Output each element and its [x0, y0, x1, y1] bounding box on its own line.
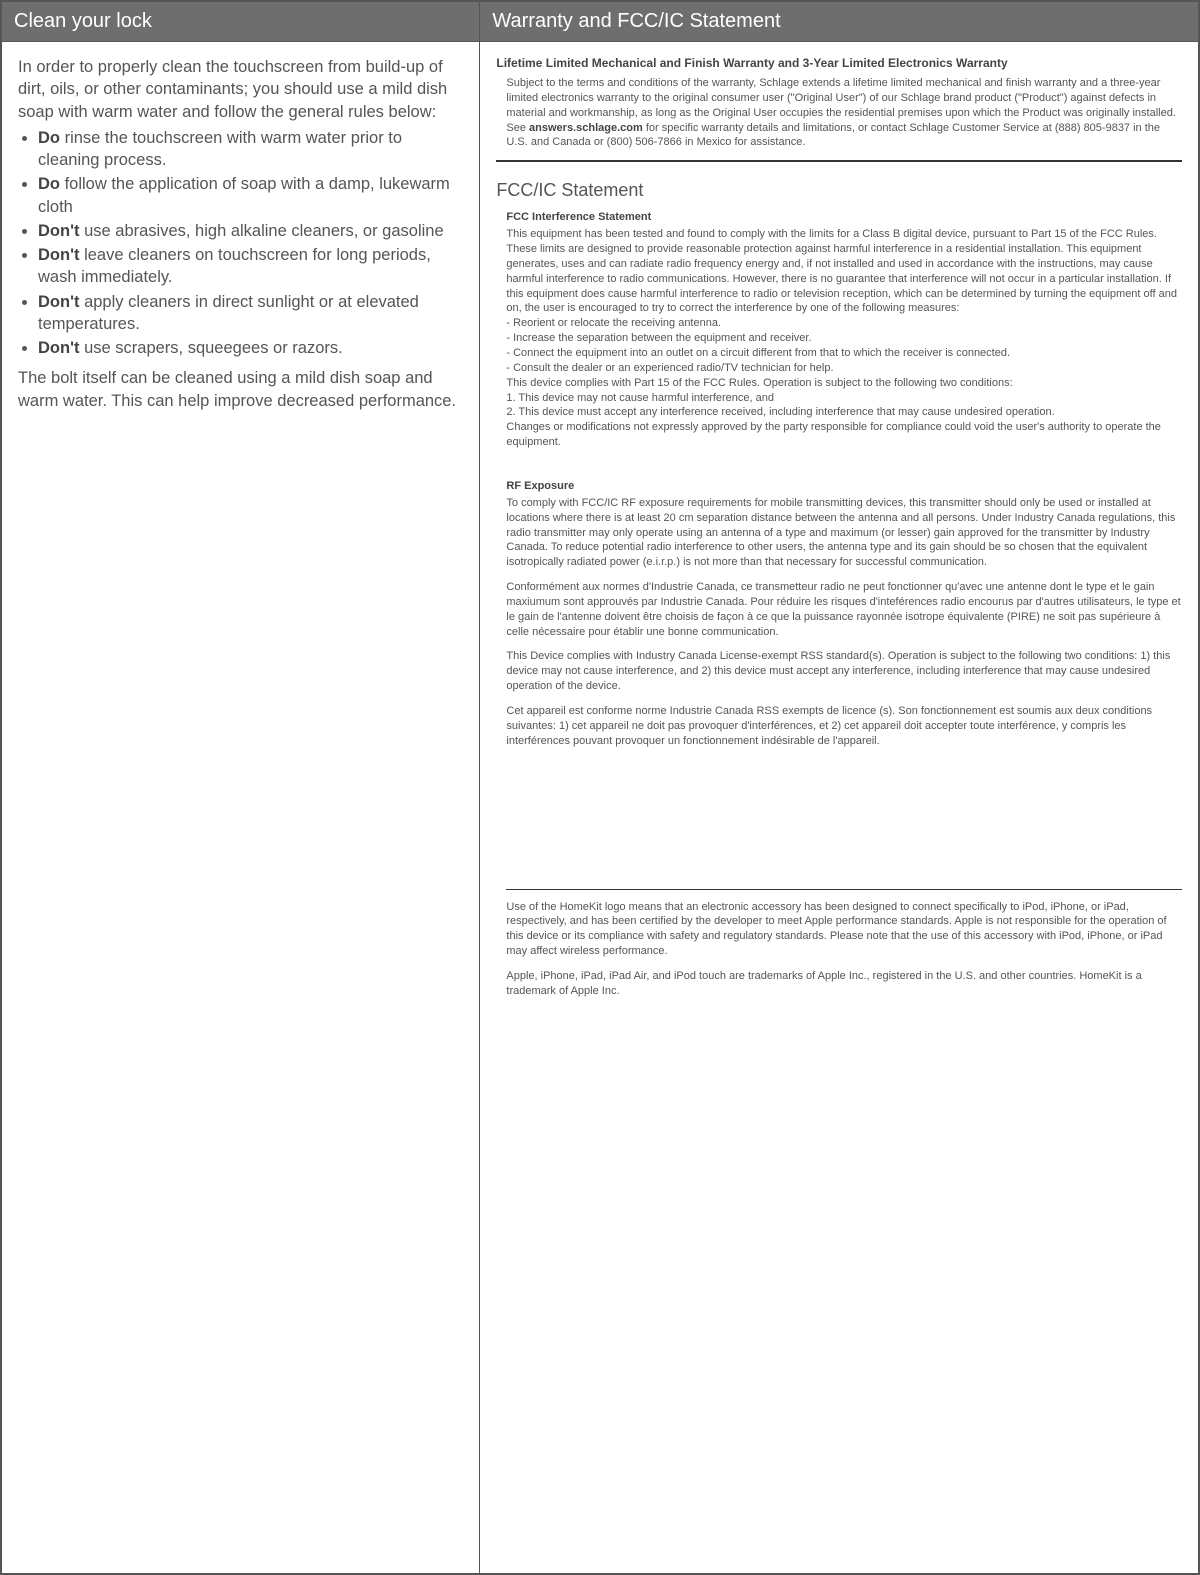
rest: follow the application of soap with a da…	[38, 175, 450, 215]
rule-item: Don't apply cleaners in direct sunlight …	[38, 291, 463, 336]
fcc-interference-title: FCC Interference Statement	[506, 211, 1182, 223]
lead: Don't	[38, 222, 80, 240]
fcc-body1: This equipment has been tested and found…	[506, 227, 1182, 316]
rest: apply cleaners in direct sunlight or at …	[38, 293, 419, 333]
warranty-title: Lifetime Limited Mechanical and Finish W…	[496, 56, 1182, 70]
rf-title: RF Exposure	[506, 480, 1182, 492]
fcc-body3: Changes or modifications not expressly a…	[506, 420, 1182, 450]
fcc-measure: - Reorient or relocate the receiving ant…	[506, 316, 1182, 331]
rest: use scrapers, squeegees or razors.	[80, 339, 343, 357]
fcc-section-title: FCC/IC Statement	[496, 180, 1182, 201]
lead: Do	[38, 175, 60, 193]
right-content: Lifetime Limited Mechanical and Finish W…	[480, 42, 1198, 1023]
lead: Don't	[38, 339, 80, 357]
left-column: Clean your lock In order to properly cle…	[2, 2, 480, 1573]
rf-p1: To comply with FCC/IC RF exposure requir…	[506, 496, 1182, 570]
rest: rinse the touchscreen with warm water pr…	[38, 129, 402, 169]
rf-p2: Conformément aux normes d'Industrie Cana…	[506, 580, 1182, 639]
right-column: Warranty and FCC/IC Statement Lifetime L…	[480, 2, 1198, 1573]
lead: Don't	[38, 293, 80, 311]
rest: leave cleaners on touchscreen for long p…	[38, 246, 431, 286]
left-content: In order to properly clean the touchscre…	[2, 42, 479, 426]
warranty-link: answers.schlage.com	[529, 122, 643, 134]
rf-p4: Cet appareil est conforme norme Industri…	[506, 704, 1182, 749]
rule-item: Don't leave cleaners on touchscreen for …	[38, 244, 463, 289]
rest: use abrasives, high alkaline cleaners, o…	[80, 222, 444, 240]
warranty-body: Subject to the terms and conditions of t…	[496, 76, 1182, 150]
fcc-section: FCC/IC Statement FCC Interference Statem…	[496, 160, 1182, 998]
cleaning-rules-list: Do rinse the touchscreen with warm water…	[38, 127, 463, 360]
left-header: Clean your lock	[2, 2, 479, 42]
fcc-measure: - Increase the separation between the eq…	[506, 331, 1182, 346]
lead: Don't	[38, 246, 80, 264]
left-intro: In order to properly clean the touchscre…	[18, 56, 463, 123]
rule-item: Don't use scrapers, squeegees or razors.	[38, 337, 463, 359]
lead: Do	[38, 129, 60, 147]
right-header: Warranty and FCC/IC Statement	[480, 2, 1198, 42]
homekit-p2: Apple, iPhone, iPad, iPad Air, and iPod …	[506, 969, 1182, 999]
fcc-measure: - Connect the equipment into an outlet o…	[506, 346, 1182, 361]
fcc-cond: 1. This device may not cause harmful int…	[506, 391, 1182, 406]
fcc-measure: - Consult the dealer or an experienced r…	[506, 361, 1182, 376]
fcc-cond: 2. This device must accept any interfere…	[506, 405, 1182, 420]
rule-item: Do follow the application of soap with a…	[38, 173, 463, 218]
fcc-body2: This device complies with Part 15 of the…	[506, 376, 1182, 391]
rf-p3: This Device complies with Industry Canad…	[506, 649, 1182, 694]
homekit-p1: Use of the HomeKit logo means that an el…	[506, 900, 1182, 959]
rule-item: Do rinse the touchscreen with warm water…	[38, 127, 463, 172]
left-closing: The bolt itself can be cleaned using a m…	[18, 367, 463, 412]
homekit-block: Use of the HomeKit logo means that an el…	[506, 889, 1182, 999]
rule-item: Don't use abrasives, high alkaline clean…	[38, 220, 463, 242]
